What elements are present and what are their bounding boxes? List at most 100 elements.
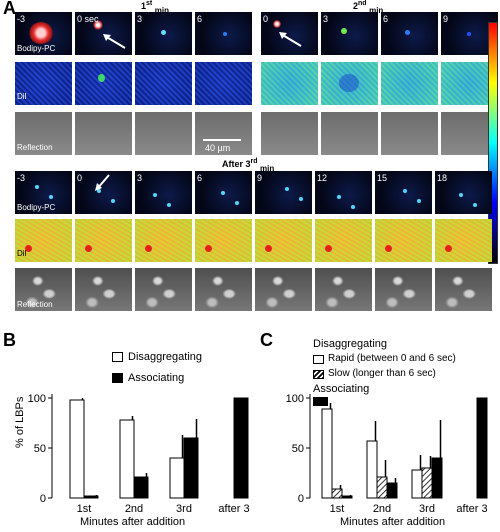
micrograph-tile bbox=[375, 219, 432, 262]
x-tick-label: 2nd bbox=[373, 503, 391, 515]
time-label: 0 bbox=[77, 173, 83, 183]
x-tick-label: 1st bbox=[330, 503, 345, 515]
micrograph-tile: 12 bbox=[315, 171, 372, 214]
micrograph-tile: 0 sec bbox=[75, 12, 132, 55]
first-min-title: 1st min bbox=[141, 0, 169, 15]
micrograph-tile bbox=[75, 219, 132, 262]
bar bbox=[69, 399, 85, 499]
micrograph-tile bbox=[135, 268, 192, 311]
chart-c: 0 50 100 1st 2nd 3rd after 3 bbox=[286, 393, 488, 515]
micrograph-tile bbox=[75, 112, 132, 155]
time-label: 15 bbox=[377, 173, 388, 183]
micrograph-tile: 0 bbox=[75, 171, 132, 214]
micrograph-tile: -3 Bodipy-PC bbox=[15, 171, 72, 214]
micrograph-tile: Reflection bbox=[15, 268, 72, 311]
micrograph-tile bbox=[75, 268, 132, 311]
micrograph-tile: 9 bbox=[255, 171, 312, 214]
legend-swatch-disaggregating bbox=[112, 352, 123, 362]
micrograph-tile bbox=[195, 268, 252, 311]
panel-c-letter: C bbox=[260, 330, 273, 350]
bar bbox=[183, 437, 199, 499]
micrograph-tile bbox=[381, 112, 438, 155]
time-label: -3 bbox=[17, 173, 26, 183]
y-tick-label: 100 bbox=[286, 393, 304, 405]
arrow-icon bbox=[95, 174, 110, 191]
micrograph-tile bbox=[315, 268, 372, 311]
micrograph-tile: DiI bbox=[15, 62, 72, 105]
legend-swatch-slow bbox=[313, 370, 324, 379]
bar bbox=[119, 419, 135, 499]
time-label: 3 bbox=[137, 173, 143, 183]
micrograph-tile bbox=[135, 62, 192, 105]
y-tick-label: 0 bbox=[298, 493, 304, 505]
x-tick-label: 1st bbox=[77, 503, 92, 515]
micrograph-tile: 6 bbox=[195, 171, 252, 214]
arrow-icon bbox=[103, 34, 126, 49]
time-label: 6 bbox=[197, 173, 203, 183]
x-tick-label: 2nd bbox=[125, 503, 143, 515]
bar bbox=[341, 495, 353, 499]
micrograph-tile: 18 bbox=[435, 171, 492, 214]
legend-swatch-rapid bbox=[313, 355, 324, 364]
x-tick-label: 3rd bbox=[419, 503, 435, 515]
chart-b: 0 50 100 1st 2nd 3rd after 3 bbox=[28, 393, 250, 515]
bar bbox=[133, 476, 149, 499]
bar bbox=[431, 457, 443, 499]
after-third-min-title: After 3rd min bbox=[222, 158, 275, 173]
bar bbox=[233, 397, 249, 499]
x-tick-label: 3rd bbox=[176, 503, 192, 515]
micrograph-tile bbox=[321, 112, 378, 155]
row-label-dil: DiI bbox=[17, 249, 27, 258]
micrograph-tile: 3 bbox=[135, 171, 192, 214]
micrograph-tile bbox=[195, 62, 252, 105]
bar bbox=[321, 408, 333, 499]
y-tick-label: 50 bbox=[34, 443, 46, 455]
legend-label-slow: Slow (longer than 6 sec) bbox=[328, 368, 436, 379]
micrograph-tile: 6 bbox=[381, 12, 438, 55]
micrograph-tile: -3 Bodipy-PC bbox=[15, 12, 72, 55]
micrograph-tile bbox=[261, 62, 318, 105]
color-scale-bar bbox=[488, 22, 498, 264]
micrograph-tile: DiI bbox=[15, 219, 72, 262]
y-tick-label: 50 bbox=[292, 443, 304, 455]
time-label: 9 bbox=[257, 173, 263, 183]
time-label: 18 bbox=[437, 173, 448, 183]
micrograph-tile bbox=[261, 112, 318, 155]
micrograph-tile bbox=[435, 219, 492, 262]
x-axis-label-c: Minutes after addition bbox=[340, 516, 446, 528]
bar bbox=[83, 495, 99, 499]
micrograph-tile: 3 bbox=[321, 12, 378, 55]
time-label: 12 bbox=[317, 173, 328, 183]
x-tick-label: after 3 bbox=[456, 503, 487, 515]
bar bbox=[331, 488, 343, 499]
legend-label-disaggregating: Disaggregating bbox=[128, 351, 202, 363]
legend-header-associating: Associating bbox=[313, 383, 370, 395]
micrograph-tile: 40 µm bbox=[195, 112, 252, 155]
scale-bar-label: 40 µm bbox=[205, 143, 231, 153]
bar bbox=[421, 467, 433, 499]
row-label-reflection: Reflection bbox=[17, 300, 53, 309]
panel-a-letter: A bbox=[3, 0, 16, 18]
x-tick-label: after 3 bbox=[218, 503, 249, 515]
bar bbox=[376, 476, 388, 499]
micrograph-tile: Reflection bbox=[15, 112, 72, 155]
legend-swatch-associating-c bbox=[313, 397, 328, 406]
micrograph-tile bbox=[375, 268, 432, 311]
legend-label-associating: Associating bbox=[128, 372, 185, 384]
micrograph-tile: 6 bbox=[195, 12, 252, 55]
bar bbox=[169, 457, 185, 499]
bar bbox=[366, 440, 378, 499]
y-tick-label: 0 bbox=[40, 493, 46, 505]
x-axis-label: Minutes after addition bbox=[80, 516, 186, 528]
micrograph-tile bbox=[255, 219, 312, 262]
row-label-bodipy: Bodipy-PC bbox=[17, 203, 56, 212]
legend-label-rapid: Rapid (between 0 and 6 sec) bbox=[328, 353, 456, 364]
legend-header-disaggregating: Disaggregating bbox=[313, 338, 387, 350]
legend-swatch-associating bbox=[112, 373, 123, 383]
bar bbox=[386, 482, 398, 499]
micrograph-tile bbox=[135, 112, 192, 155]
micrograph-tile bbox=[135, 219, 192, 262]
micrograph-tile bbox=[381, 62, 438, 105]
bar bbox=[476, 397, 488, 499]
second-min-title: 2nd min bbox=[353, 0, 384, 15]
